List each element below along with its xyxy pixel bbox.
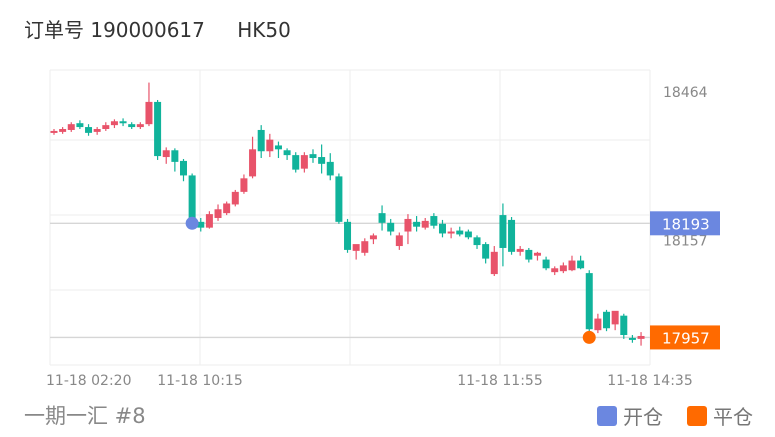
x-tick-label: 11-18 10:15 — [157, 373, 242, 389]
candle-body — [223, 203, 231, 214]
candle-body — [438, 223, 446, 234]
close-marker — [582, 330, 596, 344]
candle-body — [59, 129, 67, 132]
candle-body — [292, 155, 300, 170]
candle-body — [516, 248, 524, 252]
candle-body — [473, 237, 481, 246]
open-swatch-icon — [597, 405, 617, 426]
candle-body — [637, 335, 645, 339]
order-number-label: 订单号 190000617 — [24, 18, 205, 42]
x-tick-label: 11-18 14:35 — [607, 373, 692, 389]
candle-body — [110, 121, 118, 126]
candle-body — [171, 150, 179, 162]
candle-body — [413, 221, 421, 227]
candle-body — [344, 221, 352, 250]
candle-body — [352, 244, 360, 251]
candle-body — [214, 209, 222, 218]
candle-body — [309, 154, 317, 159]
candle-body — [145, 101, 153, 125]
candle-body — [326, 161, 334, 176]
candle-body — [395, 235, 403, 247]
candle-body — [188, 175, 196, 221]
chart-legend: 开仓 平仓 — [573, 401, 753, 430]
candle-body — [533, 252, 541, 256]
close-swatch-icon — [687, 405, 707, 426]
close-badge — [650, 325, 720, 350]
candle-body — [162, 150, 170, 158]
legend-item-close: 平仓 — [687, 401, 753, 430]
candle-body — [620, 315, 628, 336]
candle-body — [369, 235, 377, 240]
candle-body — [318, 157, 326, 164]
candle-body — [594, 318, 602, 331]
y-tick-label: 18157 — [663, 234, 708, 250]
y-tick-label: 18464 — [663, 85, 708, 101]
footer-group-label: 一期一汇 #8 — [24, 404, 146, 428]
candle-body — [102, 125, 110, 129]
x-tick-label: 11-18 02:20 — [46, 373, 131, 389]
candle-body — [361, 241, 369, 253]
candle-body — [577, 260, 585, 269]
order-header: 订单号 190000617 HK50 — [24, 14, 291, 43]
candle-body — [378, 213, 386, 223]
candle-body — [611, 310, 619, 325]
candle-body — [568, 260, 576, 271]
candle-body — [542, 259, 550, 269]
candle-body — [119, 121, 127, 124]
candle-body — [205, 214, 213, 228]
candle-body — [482, 244, 490, 259]
candle-body — [551, 268, 559, 273]
candle-body — [404, 218, 412, 232]
candle-body — [50, 130, 58, 133]
candle-body — [179, 160, 187, 176]
close-price-label: 17957 — [662, 329, 710, 347]
x-tick-label: 11-18 11:55 — [457, 373, 542, 389]
open-badge — [650, 211, 720, 236]
candle-body — [266, 139, 274, 152]
candle-body — [231, 191, 239, 205]
candle-body — [525, 249, 533, 260]
candle-body — [499, 215, 507, 248]
candle-body — [387, 222, 395, 232]
open-price-label: 18193 — [662, 215, 710, 233]
candle-body — [335, 176, 343, 222]
candle-body — [456, 230, 464, 235]
candle-body — [154, 101, 162, 157]
candle-body — [136, 124, 144, 128]
candle-body — [447, 231, 455, 234]
candle-body — [430, 216, 438, 226]
candle-body — [283, 150, 291, 156]
candle-body — [628, 337, 636, 340]
open-marker — [185, 216, 199, 230]
legend-open-label: 开仓 — [623, 405, 663, 429]
candle-body — [585, 273, 593, 330]
candle-body — [67, 124, 75, 130]
candle-body — [421, 220, 429, 228]
candle-body — [240, 178, 248, 192]
candle-body — [508, 219, 516, 252]
candle-body — [197, 221, 205, 228]
legend-item-open: 开仓 — [597, 401, 663, 430]
candle-body — [490, 251, 498, 275]
candle-body — [257, 129, 265, 152]
candle-body — [559, 265, 567, 272]
candle-body — [464, 231, 472, 238]
legend-close-label: 平仓 — [713, 405, 753, 429]
candle-body — [85, 127, 93, 133]
candle-body — [76, 123, 84, 128]
candle-body — [274, 145, 282, 150]
candle-body — [249, 149, 257, 177]
symbol-label: HK50 — [237, 18, 291, 42]
candle-body — [603, 311, 611, 329]
candle-body — [300, 155, 308, 169]
candle-body — [93, 129, 101, 132]
candle-body — [128, 124, 136, 128]
